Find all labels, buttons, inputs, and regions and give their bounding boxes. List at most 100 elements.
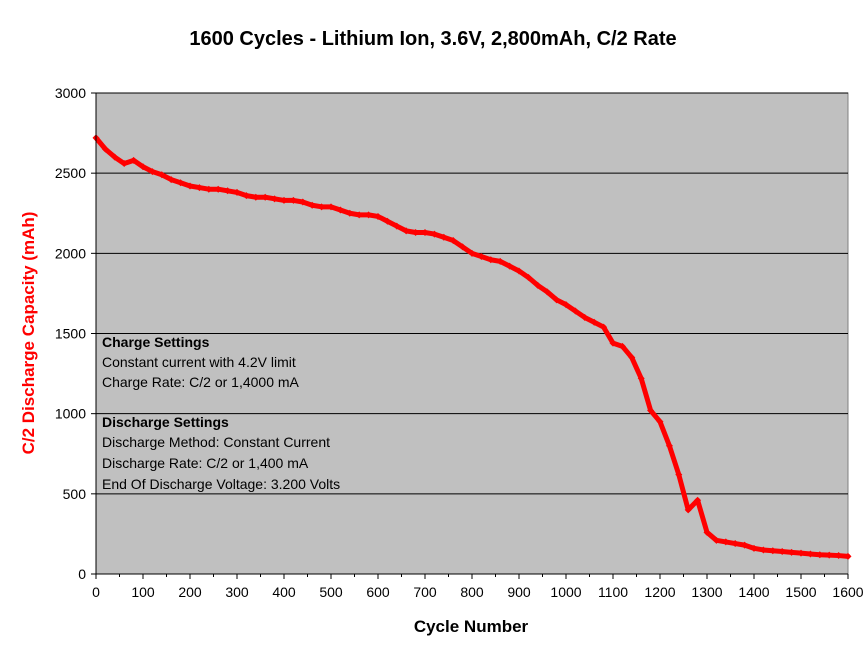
x-tick-label: 100 <box>131 584 155 600</box>
x-tick-label: 900 <box>507 584 531 600</box>
data-point <box>703 528 711 536</box>
data-point <box>618 342 626 350</box>
data-point <box>825 551 833 559</box>
discharge-settings-line: Discharge Method: Constant Current <box>102 434 330 450</box>
discharge-settings-heading: Discharge Settings <box>102 414 229 430</box>
data-point <box>468 249 476 257</box>
gridlines <box>96 92 848 495</box>
data-point <box>694 496 702 504</box>
x-tick-label: 800 <box>460 584 484 600</box>
x-tick-label: 1500 <box>785 584 816 600</box>
data-point <box>130 156 138 164</box>
x-tick-label: 1000 <box>550 584 581 600</box>
data-point <box>242 192 250 200</box>
data-point <box>797 549 805 557</box>
data-point <box>186 182 194 190</box>
data-point <box>844 552 852 560</box>
data-point <box>205 185 213 193</box>
data-point <box>759 546 767 554</box>
data-point <box>647 406 655 414</box>
x-tick-labels: 0 100 200 300 400 500 600 700 800 900 1000 1100 1200… <box>92 584 864 600</box>
data-point <box>308 201 316 209</box>
settings-annotation: Charge Settings Constant current with 4.… <box>102 334 340 492</box>
data-point <box>543 288 551 296</box>
data-point <box>524 273 532 281</box>
data-point <box>195 184 203 192</box>
data-point <box>581 313 589 321</box>
data-point <box>741 541 749 549</box>
data-point <box>590 318 598 326</box>
data-point <box>788 548 796 556</box>
data-point <box>430 230 438 238</box>
axes <box>91 92 849 579</box>
data-point <box>477 253 485 261</box>
data-point <box>665 442 673 450</box>
data-point <box>562 301 570 309</box>
data-point <box>214 185 222 193</box>
data-point <box>628 354 636 362</box>
y-tick-label: 500 <box>63 486 87 502</box>
data-point <box>383 217 391 225</box>
data-point <box>600 323 608 331</box>
x-tick-label: 500 <box>319 584 343 600</box>
discharge-settings-line: End Of Discharge Voltage: 3.200 Volts <box>102 476 340 492</box>
data-point <box>440 233 448 241</box>
data-point <box>806 550 814 558</box>
data-point <box>177 179 185 187</box>
y-tick-label: 1500 <box>55 326 86 342</box>
x-axis-label: Cycle Number <box>414 617 529 636</box>
data-point <box>553 296 561 304</box>
data-point <box>656 418 664 426</box>
x-tick-label: 700 <box>413 584 437 600</box>
data-point <box>835 552 843 560</box>
data-point <box>148 168 156 176</box>
data-point <box>299 198 307 206</box>
x-tick-label: 200 <box>178 584 202 600</box>
data-point <box>778 548 786 556</box>
data-point <box>271 195 279 203</box>
y-tick-label: 3000 <box>55 85 86 101</box>
data-point <box>750 544 758 552</box>
data-point <box>722 538 730 546</box>
data-point <box>280 196 288 204</box>
y-tick-label: 0 <box>78 566 86 582</box>
data-point <box>393 222 401 230</box>
data-point <box>365 211 373 219</box>
data-point <box>224 187 232 195</box>
data-point <box>289 196 297 204</box>
y-axis-label: C/2 Discharge Capacity (mAh) <box>19 212 38 455</box>
data-point <box>158 171 166 179</box>
charge-settings-line: Charge Rate: C/2 or 1,4000 mA <box>102 374 300 390</box>
data-point <box>101 145 109 153</box>
data-point <box>609 339 617 347</box>
data-point <box>421 228 429 236</box>
data-point <box>571 307 579 315</box>
data-point <box>515 267 523 275</box>
x-tick-label: 1600 <box>832 584 863 600</box>
data-point <box>355 211 363 219</box>
data-point <box>346 209 354 217</box>
charge-settings-line: Constant current with 4.2V limit <box>102 354 296 370</box>
data-point <box>233 188 241 196</box>
x-tick-label: 600 <box>366 584 390 600</box>
y-tick-label: 1000 <box>55 406 86 422</box>
data-point <box>402 227 410 235</box>
data-point <box>675 471 683 479</box>
data-point <box>412 228 420 236</box>
data-point <box>111 153 119 161</box>
data-point <box>769 547 777 555</box>
data-point <box>327 203 335 211</box>
data-point <box>506 262 514 270</box>
data-point <box>336 206 344 214</box>
data-point <box>816 551 824 559</box>
y-tick-labels: 0 500 1000 1500 2000 2500 3000 <box>55 85 86 582</box>
x-tick-label: 300 <box>225 584 249 600</box>
data-point <box>139 163 147 171</box>
x-tick-label: 1100 <box>598 584 628 600</box>
data-point <box>261 193 269 201</box>
data-point <box>637 374 645 382</box>
data-point <box>318 203 326 211</box>
discharge-settings-line: Discharge Rate: C/2 or 1,400 mA <box>102 455 309 471</box>
data-point <box>374 212 382 220</box>
